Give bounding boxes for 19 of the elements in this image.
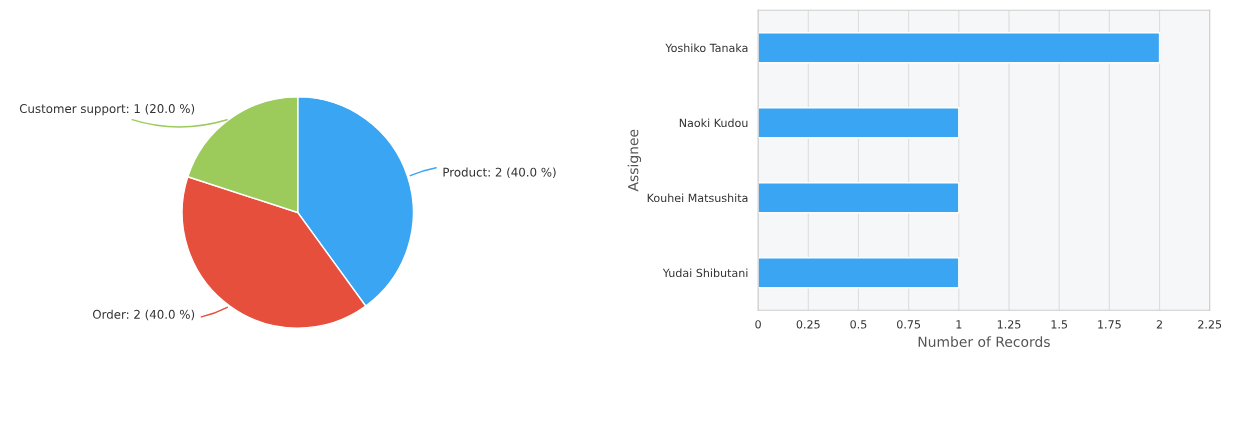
x-axis-title: Number of Records bbox=[918, 336, 1050, 348]
x-tick-label: 1.75 bbox=[1098, 320, 1121, 329]
slice-label: Order: 2 (40.0 %) bbox=[92, 309, 195, 321]
x-tick-label: 1.5 bbox=[1051, 320, 1068, 329]
y-tick-label: Yoshiko Tanaka bbox=[665, 43, 748, 53]
x-tick-label: 2 bbox=[1156, 320, 1162, 329]
y-tick-label: Kouhei Matsushita bbox=[647, 193, 748, 203]
x-tick-label: 0 bbox=[755, 320, 761, 329]
y-tick-label: Naoki Kudou bbox=[679, 118, 748, 128]
x-tick-label: 1.25 bbox=[997, 320, 1021, 329]
x-tick-label: 0.5 bbox=[850, 320, 867, 329]
x-tick-label: 0.75 bbox=[897, 320, 921, 329]
slice-label: Product: 2 (40.0 %) bbox=[443, 167, 556, 179]
y-axis-title: Assignee bbox=[627, 129, 642, 192]
x-tick-label: 2.25 bbox=[1198, 320, 1222, 329]
x-tick-label: 0.25 bbox=[796, 320, 820, 329]
x-tick-label: 1 bbox=[956, 320, 962, 329]
y-tick-label: Yudai Shibutani bbox=[662, 268, 748, 278]
slice-label: Customer support: 1 (20.0 %) bbox=[19, 103, 195, 116]
